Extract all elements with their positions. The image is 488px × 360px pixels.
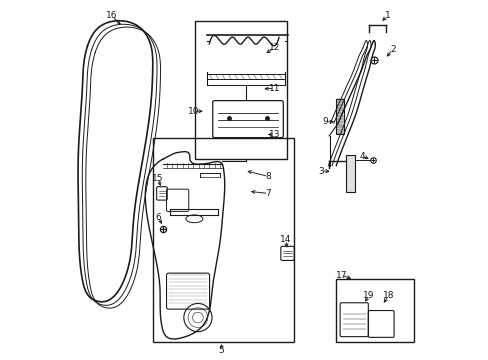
Text: 4: 4 [358,152,364,161]
Text: 7: 7 [265,189,271,198]
Text: 6: 6 [155,212,161,221]
Text: 14: 14 [280,235,291,244]
FancyBboxPatch shape [346,155,354,192]
Text: 9: 9 [322,117,328,126]
Bar [336,279,413,342]
FancyBboxPatch shape [336,99,343,134]
Text: 19: 19 [362,291,374,300]
Text: 5: 5 [218,346,224,355]
Text: 16: 16 [106,12,118,21]
Text: 17: 17 [335,271,346,280]
Bar [195,21,286,159]
Text: 18: 18 [382,291,393,300]
Text: 12: 12 [268,43,280,52]
Text: 8: 8 [265,172,271,181]
Text: 13: 13 [268,130,280,139]
Text: 1: 1 [384,12,389,21]
Bar [152,138,293,342]
Text: 10: 10 [187,107,199,116]
Text: 15: 15 [152,174,163,183]
Text: 11: 11 [268,84,280,93]
Text: 2: 2 [389,45,395,54]
Text: 3: 3 [318,167,324,176]
